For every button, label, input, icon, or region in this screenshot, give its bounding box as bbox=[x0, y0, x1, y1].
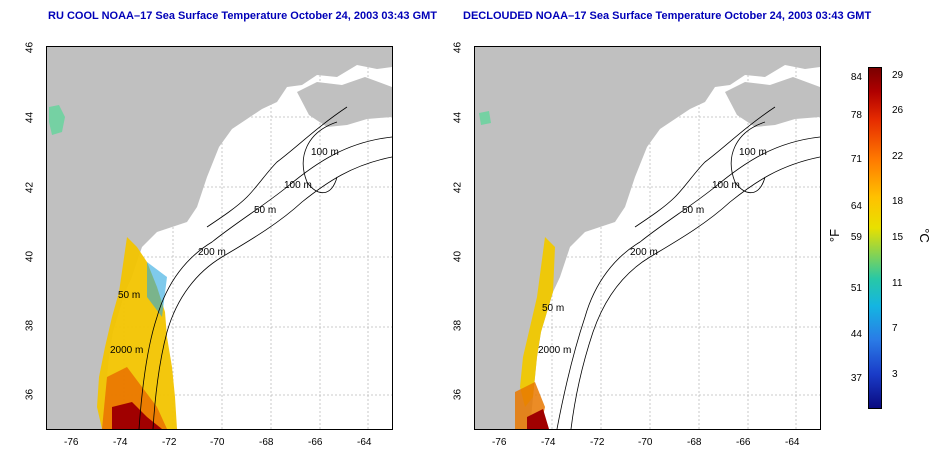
cape-breton bbox=[725, 77, 820, 127]
x-tick: -66 bbox=[308, 437, 323, 448]
contour-label-100m-b: 100 m bbox=[284, 180, 312, 191]
sst-swath bbox=[520, 237, 555, 407]
contour-label-100m-a: 100 m bbox=[311, 147, 339, 158]
right-map-title: DECLOUDED NOAA–17 Sea Surface Temperatur… bbox=[463, 10, 872, 22]
contour-label-200m: 200 m bbox=[630, 247, 658, 258]
colorbar-tick-f: 78 bbox=[850, 110, 862, 121]
y-tick: 46 bbox=[24, 41, 36, 54]
colorbar-tick-f: 44 bbox=[850, 329, 862, 340]
contour-label-50m-b: 50 m bbox=[118, 290, 141, 301]
x-tick: -64 bbox=[785, 437, 800, 448]
contour-label-200m: 200 m bbox=[198, 247, 226, 258]
colorbar-tick-c: 3 bbox=[892, 369, 898, 380]
x-tick: -76 bbox=[492, 437, 507, 448]
y-tick: 36 bbox=[452, 388, 464, 401]
x-tick: -74 bbox=[113, 437, 128, 448]
x-tick: -72 bbox=[590, 437, 605, 448]
x-tick: -72 bbox=[162, 437, 177, 448]
x-tick: -74 bbox=[541, 437, 556, 448]
y-tick: 44 bbox=[24, 111, 36, 124]
contour-label-50m-a: 50 m bbox=[254, 205, 277, 216]
x-tick: -66 bbox=[736, 437, 751, 448]
contour-label-50m-a: 50 m bbox=[682, 205, 705, 216]
x-tick: -68 bbox=[687, 437, 702, 448]
colorbar-tick-f: 59 bbox=[850, 232, 862, 243]
land-mass bbox=[475, 47, 820, 429]
x-tick: -70 bbox=[210, 437, 225, 448]
colorbar-tick-f: 51 bbox=[850, 283, 862, 294]
right-sst-map bbox=[474, 46, 821, 430]
colorbar-tick-c: 7 bbox=[892, 323, 898, 334]
celsius-unit-label: °C bbox=[916, 228, 932, 243]
y-tick: 42 bbox=[24, 181, 36, 194]
fahrenheit-unit-label: °F bbox=[827, 228, 843, 243]
x-tick: -68 bbox=[259, 437, 274, 448]
contour-label-100m-b: 100 m bbox=[712, 180, 740, 191]
y-tick: 46 bbox=[452, 41, 464, 54]
bathymetry-contours bbox=[138, 106, 392, 429]
colorbar-tick-c: 11 bbox=[892, 278, 903, 289]
colorbar-tick-c: 22 bbox=[892, 151, 904, 162]
y-tick: 36 bbox=[24, 388, 36, 401]
x-tick: -70 bbox=[638, 437, 653, 448]
colorbar-tick-f: 37 bbox=[850, 373, 862, 384]
land-mass bbox=[47, 47, 392, 429]
colorbar-tick-f: 71 bbox=[850, 154, 862, 165]
colorbar-tick-c: 18 bbox=[892, 196, 904, 207]
y-tick: 40 bbox=[452, 250, 464, 263]
x-tick: -76 bbox=[64, 437, 79, 448]
y-tick: 44 bbox=[452, 111, 464, 124]
colorbar-tick-c: 29 bbox=[892, 70, 904, 81]
colorbar-tick-c: 15 bbox=[892, 232, 904, 243]
contour-label-50m-b: 50 m bbox=[542, 303, 565, 314]
colorbar-tick-f: 64 bbox=[850, 201, 862, 212]
left-map-title: RU COOL NOAA–17 Sea Surface Temperature … bbox=[48, 10, 438, 22]
y-tick: 38 bbox=[24, 319, 36, 332]
temperature-colorbar bbox=[868, 67, 882, 409]
x-tick: -64 bbox=[357, 437, 372, 448]
y-tick: 40 bbox=[24, 250, 36, 263]
bathymetry-contours bbox=[556, 106, 820, 429]
contour-label-2000m: 2000 m bbox=[538, 345, 572, 356]
contour-label-100m-a: 100 m bbox=[739, 147, 767, 158]
left-sst-map bbox=[46, 46, 393, 430]
y-tick: 38 bbox=[452, 319, 464, 332]
cape-breton bbox=[297, 77, 392, 127]
y-tick: 42 bbox=[452, 181, 464, 194]
colorbar-tick-c: 26 bbox=[892, 105, 904, 116]
colorbar-tick-f: 84 bbox=[850, 72, 862, 83]
contour-label-2000m: 2000 m bbox=[110, 345, 144, 356]
